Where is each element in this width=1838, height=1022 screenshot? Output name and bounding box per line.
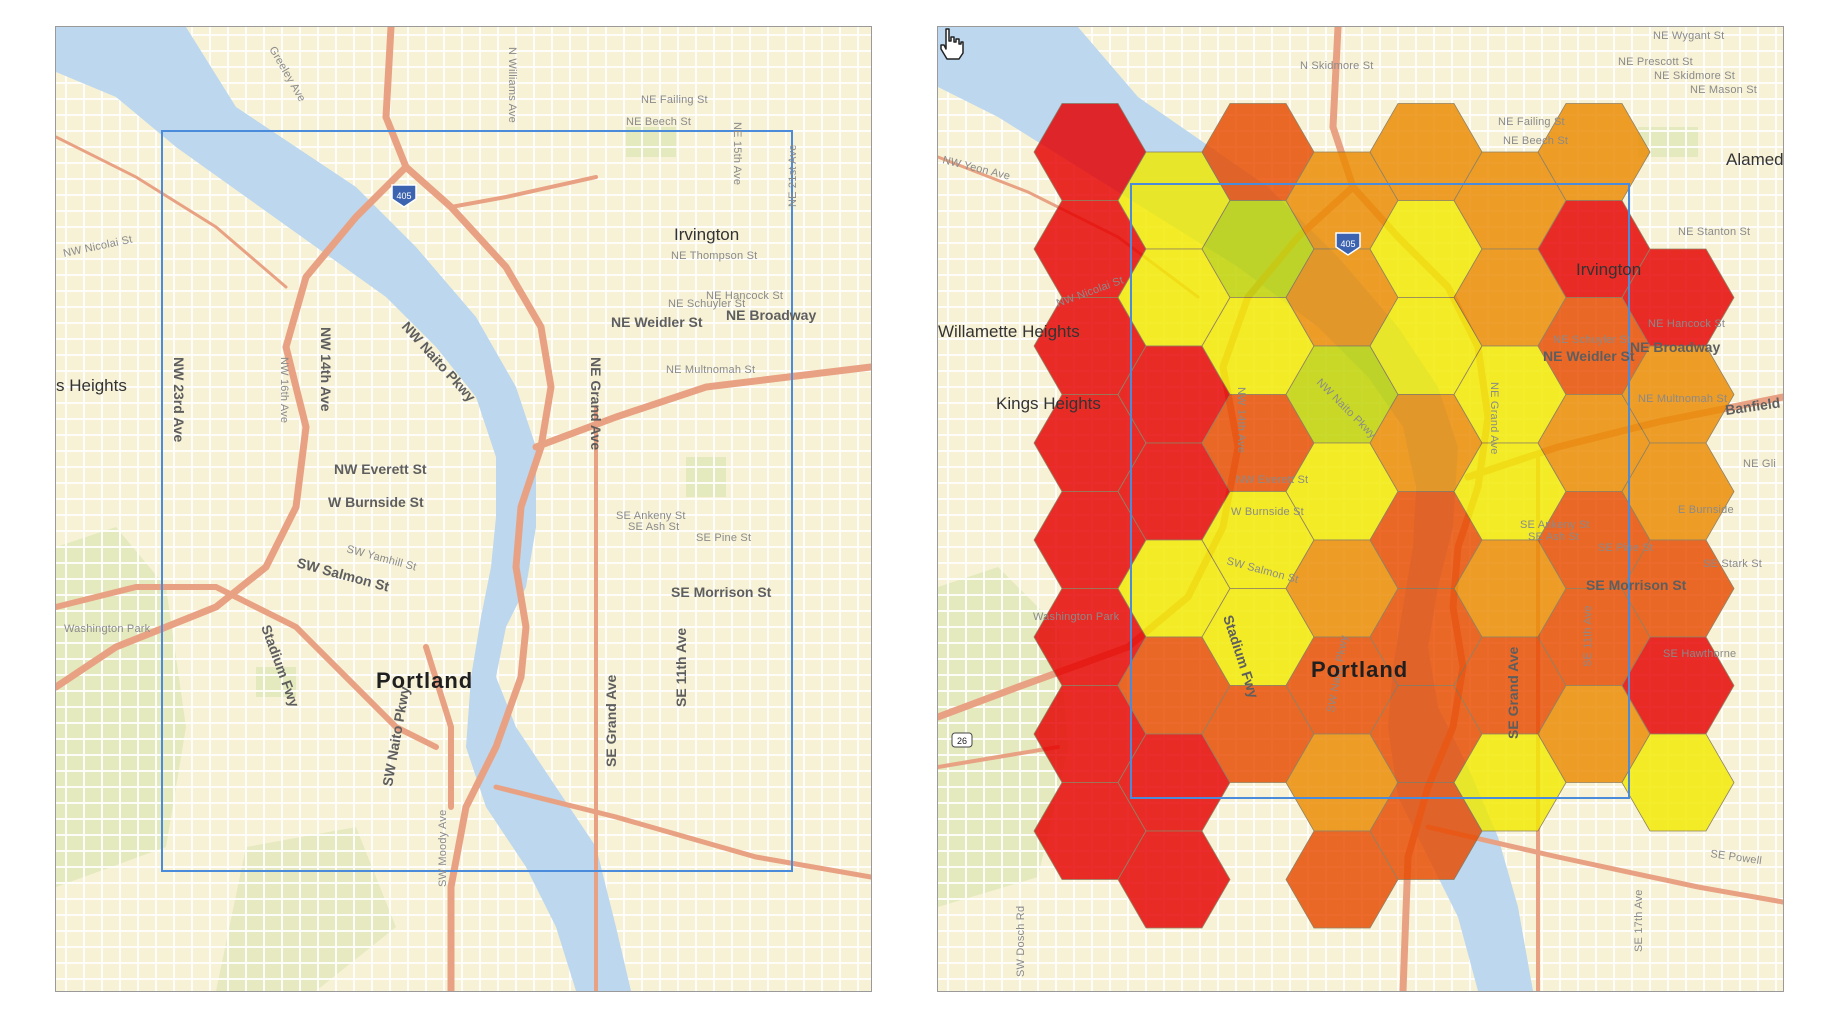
street-label: NE 15th Ave [731,122,743,185]
place-label: Washington Park [64,623,151,635]
street-label: NE Multnomah St [1638,393,1727,405]
street-label: NE Thompson St [671,250,757,262]
hexbin-cell[interactable] [1621,733,1735,832]
street-label: NE Beech St [1503,135,1568,147]
street-label: W Burnside St [328,494,424,510]
us-26-shield: 26 [951,732,973,748]
street-label: NW Everett St [334,461,427,477]
interstate-405-shield: 405 [1335,232,1361,256]
street-label: NE Stanton St [1678,226,1750,238]
street-label: SE Grand Ave [603,674,619,767]
place-label: Alameda [1726,150,1783,169]
shield-label: 405 [396,191,411,201]
street-label: NE Grand Ave [1488,382,1500,455]
shield-label: 26 [957,736,967,746]
basemap-left[interactable]: 405 NW Nicolai St NE Weidler St NE Broad… [56,27,871,991]
street-label: NE Prescott St [1618,56,1693,68]
street-label: E Burnside [1678,504,1734,516]
street-label: SW Moody Ave [437,810,449,887]
street-label: SE 11th Ave [1582,605,1594,667]
extent-box[interactable] [1130,183,1630,799]
place-label: Willamette Heights [938,322,1080,341]
street-label: NE Failing St [1498,116,1565,128]
interstate-405-shield: 405 [391,184,417,208]
street-label: NE Gli [1743,458,1776,470]
street-label: NE Hancock St [1648,318,1725,330]
shield-label: 405 [1340,239,1355,249]
street-label: N Williams Ave [506,47,518,123]
place-label: Kings Heights [996,394,1101,413]
street-label: NW Everett St [1236,474,1308,486]
place-labels: Irvington Kings Heights Willamette Heigh… [938,150,1783,682]
street-label: SE Ankeny St [616,510,686,522]
street-label: SE Hawthorne [1663,648,1736,660]
street-label: SE Pine St [1598,542,1653,554]
street-label: NW 16th Ave [278,357,290,423]
street-label: NE Wygant St [1653,30,1724,42]
place-label: Washington Park [1033,611,1120,623]
street-label: NE Beech St [626,116,691,128]
street-label: NW 14th Ave [1235,387,1247,453]
street-label: SE Morrison St [671,584,772,600]
place-labels: Irvington s Heights Washington Park Port… [56,225,739,693]
street-label: NW 23rd Ave [171,357,187,443]
street-label: SE Ash St [1528,531,1579,543]
street-label: NE Schuyler St [1553,334,1630,346]
street-label: NE Weidler St [611,314,703,330]
street-label: NE 21st Ave [787,144,799,207]
street-label: N Skidmore St [1300,60,1374,72]
street-label: NE Hancock St [706,290,783,302]
street-label: W Burnside St [1231,506,1304,518]
map-panel-left[interactable]: 405 NW Nicolai St NE Weidler St NE Broad… [55,26,872,992]
place-label: Irvington [1576,260,1641,279]
extent-box[interactable] [161,130,793,872]
street-label: NE Mason St [1690,84,1757,96]
street-label: SE Stark St [1703,558,1762,570]
street-label: SE 11th Ave [673,628,689,707]
street-label: NW 14th Ave [318,327,334,412]
basemap-right[interactable]: 405 26 NW Yeon Ave NW Nicolai St NE Weid… [938,27,1783,991]
city-label: Portland [1311,657,1408,682]
city-label: Portland [376,668,473,693]
street-label: SE Grand Ave [1505,646,1521,739]
street-label: NE Broadway [1630,339,1720,355]
hexbin-cell[interactable] [1117,830,1231,929]
hexbin-layer[interactable] [1033,103,1735,929]
street-label: SE Ankeny St [1520,519,1590,531]
street-label: NE Skidmore St [1654,70,1735,82]
street-label: SW Dosch Rd [1015,906,1027,977]
hand-pointer-icon [940,28,964,60]
map-panel-right[interactable]: 405 26 NW Yeon Ave NW Nicolai St NE Weid… [937,26,1784,992]
major-roads [56,27,871,991]
place-label: Irvington [674,225,739,244]
street-label: NE Grand Ave [588,357,604,450]
street-label: NE Multnomah St [666,364,755,376]
street-label: SE Morrison St [1586,577,1687,593]
street-label: Banfield [1724,394,1781,418]
willamette-river [56,27,631,991]
street-label: NE Weidler St [1543,348,1635,364]
street-label: NE Broadway [726,307,816,323]
street-label: SE Pine St [696,532,751,544]
place-label: s Heights [56,376,127,395]
street-label: NE Schuyler St [668,298,745,310]
street-label: SE 17th Ave [1633,889,1645,952]
street-label: NE Failing St [641,94,708,106]
street-label: SE Ash St [628,521,679,533]
